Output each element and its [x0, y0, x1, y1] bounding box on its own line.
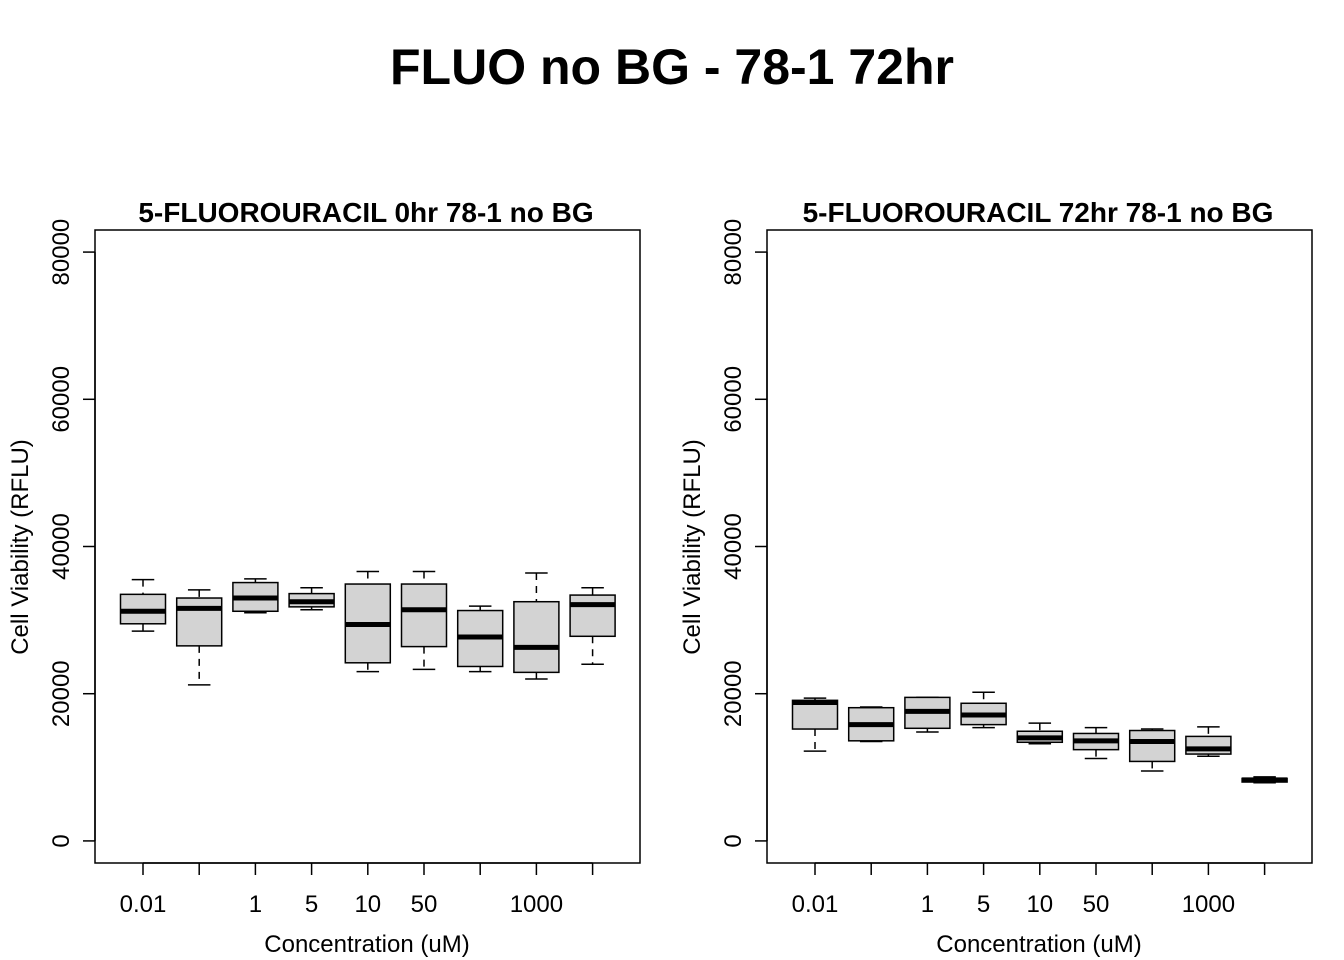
- panel-right-x-tick-label: 50: [1083, 891, 1110, 918]
- panel-left-box-6: [400, 570, 448, 671]
- panel-right-xlabel: Concentration (uM): [936, 931, 1141, 958]
- iqr-box: [175, 597, 223, 647]
- panel-left-x-tick-label: 1000: [510, 891, 563, 918]
- iqr-box: [791, 699, 839, 730]
- panel-right-box-9: [1241, 776, 1288, 784]
- panel-left-y-tick-label: 0: [48, 834, 75, 847]
- figure-title: FLUO no BG - 78-1 72hr: [390, 39, 954, 95]
- panel-right-y-tick-label: 0: [720, 834, 747, 847]
- panel-left-x-axis: 0.01 1 5 10 50 1000: [120, 862, 594, 918]
- panel-right-plot-frame: [766, 229, 1313, 864]
- panel-left-xlabel: Concentration (uM): [264, 931, 469, 958]
- panel-right-y-tick-label: 60000: [720, 366, 747, 433]
- panel-left-box-4: [288, 586, 335, 611]
- panel-right-box-4: [960, 691, 1007, 729]
- panel-left-plot-frame: [94, 229, 641, 864]
- panel-right-box-2: [847, 706, 895, 743]
- panel-right-box-3: [904, 696, 951, 733]
- panel-left-y-tick-label: 80000: [48, 219, 75, 286]
- iqr-box: [1128, 729, 1176, 763]
- panel-left-box-9: [569, 586, 616, 666]
- panel-right-x-tick-label: 1: [921, 891, 934, 918]
- panel-left-box-2: [175, 589, 223, 686]
- panel-left-ylabel: Cell Viability (RFLU): [7, 439, 34, 655]
- panel-right-ylabel: Cell Viability (RFLU): [679, 439, 706, 655]
- panel-left-x-tick-label: 50: [411, 891, 438, 918]
- panel-left-x-tick-label: 1: [249, 891, 262, 918]
- iqr-box: [400, 583, 448, 648]
- panel-right-y-tick-label: 20000: [720, 660, 747, 727]
- panel-right-box-1: [791, 697, 839, 752]
- panel-right-box-6: [1072, 726, 1120, 760]
- panel-left: 5-FLUOROURACIL 0hr 78-1 no BG Cell Viabi…: [7, 197, 641, 958]
- panel-right-box-8: [1185, 726, 1232, 758]
- panel-left-box-7: [456, 605, 504, 673]
- panel-right-y-tick-label: 80000: [720, 219, 747, 286]
- panel-left-y-tick-label: 60000: [48, 366, 75, 433]
- panel-left-box-3: [232, 578, 279, 614]
- panel-left-box-8: [513, 572, 560, 680]
- panel-left-x-tick-label: 0.01: [120, 891, 167, 918]
- panel-left-x-tick-label: 10: [354, 891, 381, 918]
- panel-left-x-tick-label: 5: [305, 891, 318, 918]
- panel-right-x-axis: 0.01 1 5 10 50 1000: [792, 862, 1266, 918]
- panel-right-x-tick-label: 10: [1026, 891, 1053, 918]
- panel-right-x-tick-label: 5: [977, 891, 990, 918]
- iqr-box: [569, 594, 616, 638]
- panel-left-y-tick-label: 40000: [48, 513, 75, 580]
- panel-right-box-5: [1016, 722, 1064, 745]
- panel-left-box-1: [119, 578, 167, 632]
- iqr-box: [513, 600, 560, 674]
- panel-left-title: 5-FLUOROURACIL 0hr 78-1 no BG: [138, 197, 593, 228]
- panel-right: 5-FLUOROURACIL 72hr 78-1 no BG Cell Viab…: [679, 197, 1313, 958]
- panel-right-box-7: [1128, 728, 1176, 772]
- iqr-box: [1185, 735, 1232, 755]
- panel-left-y-axis: 0 20000 40000 60000 80000: [48, 219, 96, 848]
- panel-left-y-tick-label: 20000: [48, 660, 75, 727]
- panel-left-box-5: [344, 570, 392, 673]
- panel-right-x-tick-label: 1000: [1182, 891, 1235, 918]
- panel-right-x-tick-label: 0.01: [792, 891, 839, 918]
- panel-right-y-tick-label: 40000: [720, 513, 747, 580]
- panel-right-y-axis: 0 20000 40000 60000 80000: [720, 219, 768, 848]
- panel-right-title: 5-FLUOROURACIL 72hr 78-1 no BG: [803, 197, 1274, 228]
